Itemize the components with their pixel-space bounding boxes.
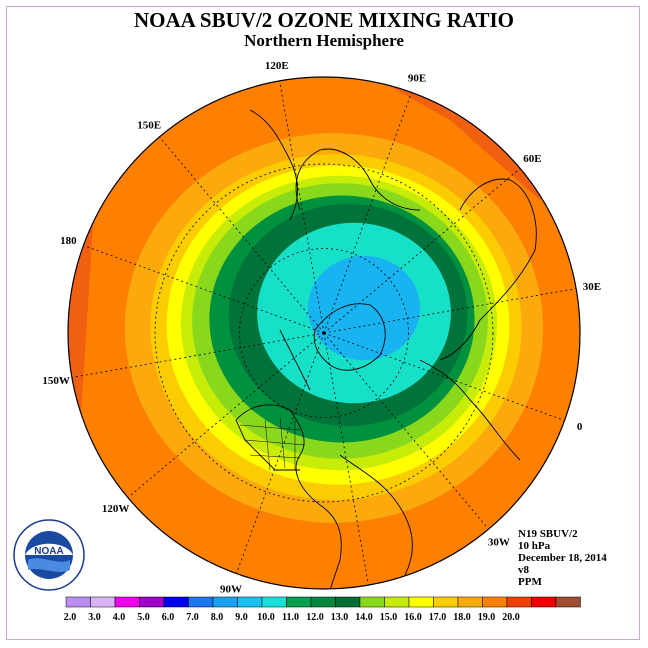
color-swatch-3 xyxy=(139,596,165,608)
color-scale-tick-13: 15.0 xyxy=(380,612,398,623)
longitude-label-8: 120W xyxy=(102,503,130,515)
color-scale-ticks: 2.0 3.0 4.0 5.0 6.0 7.0 8.0 9.0 10.0 11.0 12.0 13.0… xyxy=(64,612,520,623)
state-boundaries xyxy=(239,417,306,471)
coast-africa xyxy=(419,359,521,461)
color-swatch-8 xyxy=(261,596,287,608)
color-scale-tick-6: 8.0 xyxy=(211,612,224,623)
latitude-circle-2 xyxy=(154,163,494,503)
color-swatch-6 xyxy=(212,596,238,608)
coast-eurasia-east xyxy=(439,178,537,361)
date-label: December 18, 2014 xyxy=(518,552,607,564)
coast-arctic-islands xyxy=(279,329,311,391)
units-label: PPM xyxy=(518,576,542,588)
color-scale-tick-0: 2.0 xyxy=(64,612,76,623)
state-lines xyxy=(239,417,306,471)
instrument-label: N19 SBUV/2 xyxy=(518,528,578,540)
color-swatch-1 xyxy=(90,596,116,608)
coast-south-america xyxy=(339,454,413,576)
longitude-label-0: 120E xyxy=(265,60,289,72)
longitude-label-5: 30W xyxy=(488,536,510,548)
color-swatch-10 xyxy=(310,596,336,608)
logo-text: NOAA xyxy=(34,546,63,557)
product-info: N19 SBUV/2 10 hPa December 18, 2014 v8 P… xyxy=(518,528,607,588)
longitude-label-2: 60E xyxy=(523,153,541,165)
color-swatch-13 xyxy=(384,596,410,608)
longitude-label-3: 30E xyxy=(583,281,601,293)
map-boundary xyxy=(67,76,581,590)
color-swatch-0 xyxy=(65,596,91,608)
coast-kamchatka xyxy=(249,109,298,221)
color-scale-tick-15: 17.0 xyxy=(429,612,447,623)
color-scale-tick-14: 16.0 xyxy=(404,612,422,623)
contour-bands xyxy=(99,112,565,546)
color-scale-tick-3: 5.0 xyxy=(137,612,150,623)
figure-title: NOAA SBUV/2 OZONE MIXING RATIO xyxy=(134,8,514,32)
color-swatch-9 xyxy=(286,596,312,608)
longitude-label-1: 90E xyxy=(408,72,426,84)
logo-wave xyxy=(28,558,70,572)
longitude-label-9: 150W xyxy=(42,375,70,387)
color-swatch-5 xyxy=(188,596,214,608)
color-swatch-11 xyxy=(335,596,361,608)
color-scale-tick-1: 3.0 xyxy=(88,612,101,623)
color-swatch-18 xyxy=(506,596,532,608)
figure-subtitle: Northern Hemisphere xyxy=(244,31,404,50)
color-scale-tick-2: 4.0 xyxy=(113,612,126,623)
logo-bird xyxy=(25,543,73,555)
coast-greenland xyxy=(313,303,386,371)
color-swatch-14 xyxy=(408,596,434,608)
color-swatch-12 xyxy=(359,596,385,608)
color-swatch-20 xyxy=(555,596,581,608)
coastlines xyxy=(235,109,537,589)
pressure-label: 10 hPa xyxy=(518,540,551,552)
color-swatch-15 xyxy=(433,596,459,608)
band-8 xyxy=(307,255,421,361)
color-swatch-4 xyxy=(163,596,189,608)
latitude-circle-1 xyxy=(239,248,409,418)
color-scale-swatches xyxy=(65,596,581,608)
color-scale-tick-11: 13.0 xyxy=(331,612,349,623)
color-swatch-16 xyxy=(457,596,483,608)
color-scale: 2.0 3.0 4.0 5.0 6.0 7.0 8.0 9.0 10.0 11.0 12.0 13.0… xyxy=(64,596,581,623)
longitude-label-4: 0 xyxy=(577,421,583,433)
color-scale-tick-8: 10.0 xyxy=(257,612,275,623)
longitude-label-11: 150E xyxy=(137,120,161,132)
color-scale-tick-17: 19.0 xyxy=(478,612,496,623)
longitude-label-10: 180 xyxy=(60,235,77,247)
coast-north-america xyxy=(235,404,342,589)
color-swatch-17 xyxy=(482,596,508,608)
color-scale-tick-12: 14.0 xyxy=(355,612,373,623)
color-scale-tick-18: 20.0 xyxy=(502,612,520,623)
color-swatch-7 xyxy=(237,596,263,608)
longitude-label-7: 90W xyxy=(220,584,242,596)
color-scale-tick-4: 6.0 xyxy=(162,612,175,623)
color-scale-tick-7: 9.0 xyxy=(235,612,248,623)
color-scale-tick-10: 12.0 xyxy=(306,612,324,623)
color-swatch-2 xyxy=(114,596,140,608)
version-label: v8 xyxy=(518,564,529,576)
noaa-logo: NOAA xyxy=(13,519,85,591)
coast-siberia xyxy=(295,148,421,211)
coast-us-border xyxy=(235,419,300,471)
color-scale-tick-5: 7.0 xyxy=(186,612,199,623)
color-scale-tick-9: 11.0 xyxy=(282,612,299,623)
figure-frame xyxy=(6,6,640,640)
color-scale-tick-16: 18.0 xyxy=(453,612,471,623)
color-swatch-19 xyxy=(531,596,557,608)
graticule xyxy=(71,80,577,586)
